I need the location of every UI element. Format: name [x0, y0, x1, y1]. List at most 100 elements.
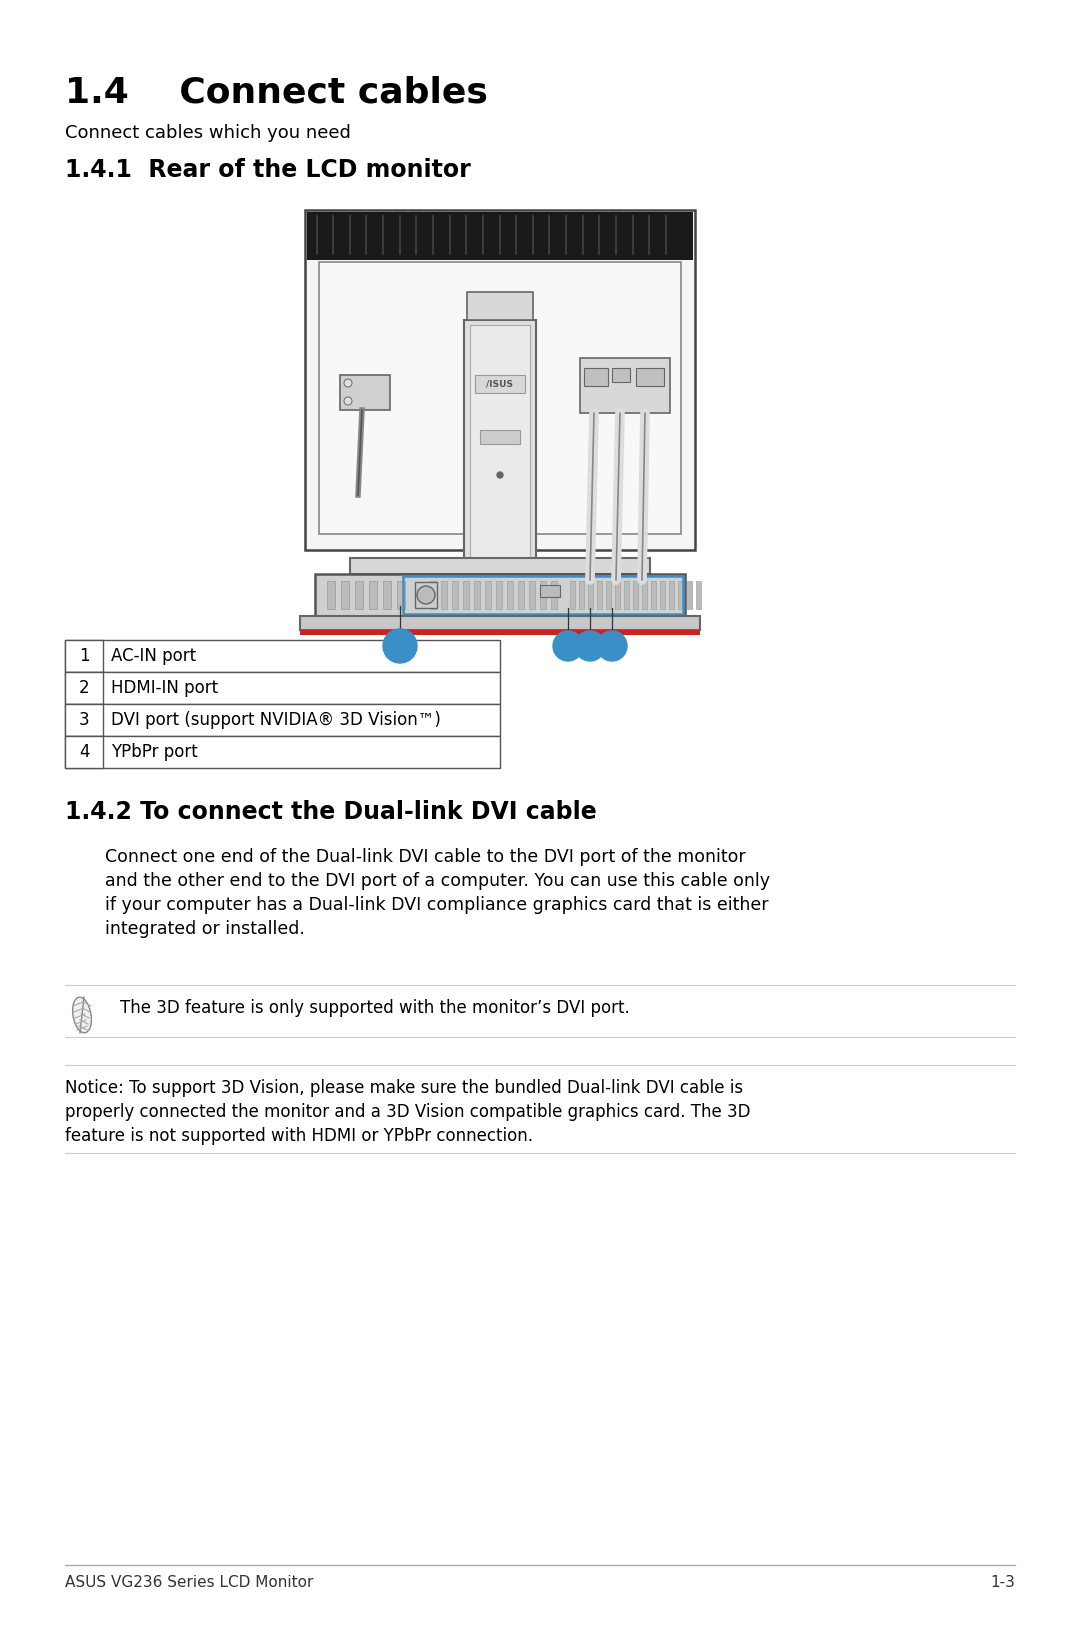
Bar: [610, 579, 622, 587]
Bar: [551, 581, 557, 608]
Bar: [305, 210, 696, 550]
Text: properly connected the monitor and a 3D Vision compatible graphics card. The 3D: properly connected the monitor and a 3D …: [65, 1103, 751, 1121]
Bar: [678, 581, 683, 608]
Bar: [300, 630, 700, 635]
Bar: [300, 617, 700, 630]
Text: ASUS VG236 Series LCD Monitor: ASUS VG236 Series LCD Monitor: [65, 1575, 313, 1590]
Text: The 3D feature is only supported with the monitor’s DVI port.: The 3D feature is only supported with th…: [120, 999, 630, 1017]
Text: feature is not supported with HDMI or YPbPr connection.: feature is not supported with HDMI or YP…: [65, 1128, 534, 1145]
Bar: [624, 581, 629, 608]
Bar: [687, 581, 692, 608]
Bar: [327, 581, 335, 608]
Bar: [480, 430, 519, 444]
Bar: [529, 581, 535, 608]
Text: integrated or installed.: integrated or installed.: [105, 919, 305, 939]
Bar: [615, 581, 620, 608]
Bar: [383, 581, 391, 608]
Bar: [651, 581, 656, 608]
Bar: [464, 321, 536, 600]
Bar: [315, 574, 685, 617]
Bar: [415, 582, 437, 608]
Ellipse shape: [72, 997, 92, 1033]
Bar: [540, 586, 561, 597]
Bar: [355, 581, 363, 608]
Bar: [340, 374, 390, 410]
Text: 1: 1: [394, 638, 406, 656]
Bar: [636, 579, 648, 587]
Bar: [65, 704, 500, 735]
Circle shape: [345, 397, 352, 405]
Text: /ISUS: /ISUS: [486, 379, 513, 389]
Text: 3: 3: [79, 711, 90, 729]
Text: HDMI-IN port: HDMI-IN port: [111, 678, 218, 696]
Bar: [485, 581, 491, 608]
Bar: [570, 581, 575, 608]
Bar: [579, 581, 584, 608]
Bar: [65, 735, 500, 768]
Text: 1-3: 1-3: [990, 1575, 1015, 1590]
Bar: [584, 579, 596, 587]
Text: AC-IN port: AC-IN port: [111, 648, 197, 665]
Text: and the other end to the DVI port of a computer. You can use this cable only: and the other end to the DVI port of a c…: [105, 872, 770, 890]
Bar: [397, 581, 405, 608]
Bar: [597, 581, 602, 608]
Bar: [507, 581, 513, 608]
Bar: [496, 581, 502, 608]
Bar: [430, 581, 436, 608]
Text: Notice: To support 3D Vision, please make sure the bundled Dual-link DVI cable i: Notice: To support 3D Vision, please mak…: [65, 1079, 743, 1097]
Bar: [65, 639, 103, 672]
Circle shape: [597, 631, 627, 661]
Circle shape: [383, 630, 417, 662]
Bar: [341, 581, 349, 608]
Text: 1.4.1  Rear of the LCD monitor: 1.4.1 Rear of the LCD monitor: [65, 158, 471, 182]
Text: 2: 2: [79, 678, 90, 696]
Bar: [470, 325, 530, 595]
Circle shape: [575, 631, 605, 661]
Bar: [633, 581, 638, 608]
Text: YPbPr port: YPbPr port: [111, 744, 198, 761]
Circle shape: [553, 631, 583, 661]
Text: 3: 3: [585, 639, 595, 652]
Text: 4: 4: [79, 744, 90, 761]
Bar: [588, 581, 593, 608]
Bar: [453, 581, 458, 608]
Bar: [65, 639, 500, 672]
Bar: [403, 576, 683, 613]
Bar: [580, 358, 670, 413]
Text: if your computer has a Dual-link DVI compliance graphics card that is either: if your computer has a Dual-link DVI com…: [105, 896, 769, 914]
Bar: [584, 368, 608, 386]
Bar: [369, 581, 377, 608]
Bar: [660, 581, 665, 608]
Bar: [307, 212, 693, 260]
Bar: [474, 581, 480, 608]
Bar: [606, 581, 611, 608]
Bar: [636, 368, 664, 386]
Bar: [518, 581, 524, 608]
Text: 4: 4: [607, 639, 617, 652]
Bar: [475, 374, 525, 394]
Text: 1.4.2 To connect the Dual-link DVI cable: 1.4.2 To connect the Dual-link DVI cable: [65, 800, 597, 823]
Bar: [540, 581, 546, 608]
Circle shape: [497, 472, 503, 478]
Circle shape: [345, 379, 352, 387]
Bar: [350, 558, 650, 574]
Bar: [463, 581, 469, 608]
Bar: [65, 672, 103, 704]
Bar: [467, 291, 534, 321]
Bar: [669, 581, 674, 608]
Text: Connect one end of the Dual-link DVI cable to the DVI port of the monitor: Connect one end of the Dual-link DVI cab…: [105, 848, 745, 866]
Bar: [319, 262, 681, 534]
Text: DVI port (support NVIDIA® 3D Vision™): DVI port (support NVIDIA® 3D Vision™): [111, 711, 441, 729]
Bar: [65, 704, 103, 735]
Bar: [696, 581, 701, 608]
Text: Connect cables which you need: Connect cables which you need: [65, 124, 351, 142]
Bar: [65, 735, 103, 768]
Bar: [441, 581, 447, 608]
Bar: [65, 672, 500, 704]
Bar: [612, 368, 630, 382]
Text: 1: 1: [79, 648, 90, 665]
Text: 1.4    Connect cables: 1.4 Connect cables: [65, 75, 488, 109]
Circle shape: [417, 586, 435, 604]
Text: 2: 2: [563, 639, 572, 652]
Bar: [642, 581, 647, 608]
